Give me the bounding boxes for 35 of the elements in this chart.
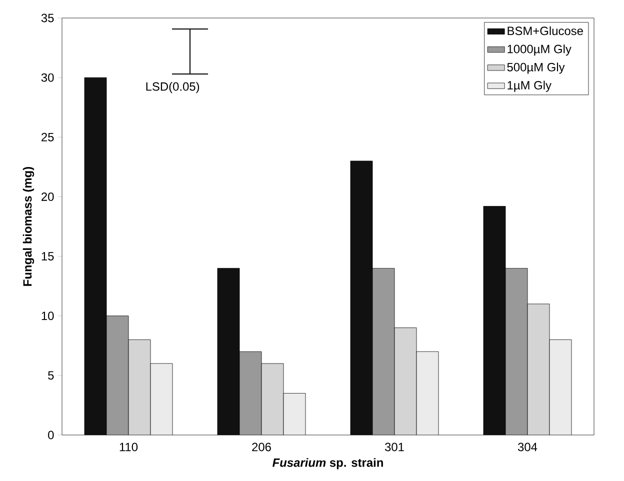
bar [261,363,284,435]
y-tick-label: 5 [48,371,54,380]
x-tick-label: 304 [518,442,538,452]
bar [394,328,417,435]
bar [106,316,129,435]
y-tick-label: 25 [42,132,54,142]
y-tick-label: 35 [41,14,54,22]
bar [350,160,373,435]
bar [416,351,439,435]
legend-label: 500µM Gly [507,62,565,74]
y-tick-label: 20 [42,192,54,201]
x-axis-title: Fusarium sp. strain [272,458,383,470]
y-axis-title: Fungal biomass (mg) [22,166,34,286]
annotation: LSD(0.05) [146,82,200,94]
x-tick-label: 301 [384,442,404,452]
bar [283,393,306,435]
bar [84,77,107,435]
legend-label: BSM+Glucose [508,26,583,36]
bar [505,268,528,435]
y-tick-label: 15 [42,252,54,260]
y-tick-label: 30 [41,73,54,82]
y-tick-label: 10 [42,312,54,320]
bar [372,268,395,435]
bar [483,206,506,435]
x-tick-label: 110 [120,442,138,452]
bar [239,351,262,435]
y-tick-label: 0 [48,430,54,440]
bar [128,339,151,435]
bar [150,363,173,435]
x-tick-label: 206 [252,442,271,452]
bar [549,339,572,435]
legend-label: 1000µM Gly [508,44,572,56]
legend-label: 1µM Gly [508,80,552,92]
bar [217,268,240,435]
bar [527,304,550,435]
